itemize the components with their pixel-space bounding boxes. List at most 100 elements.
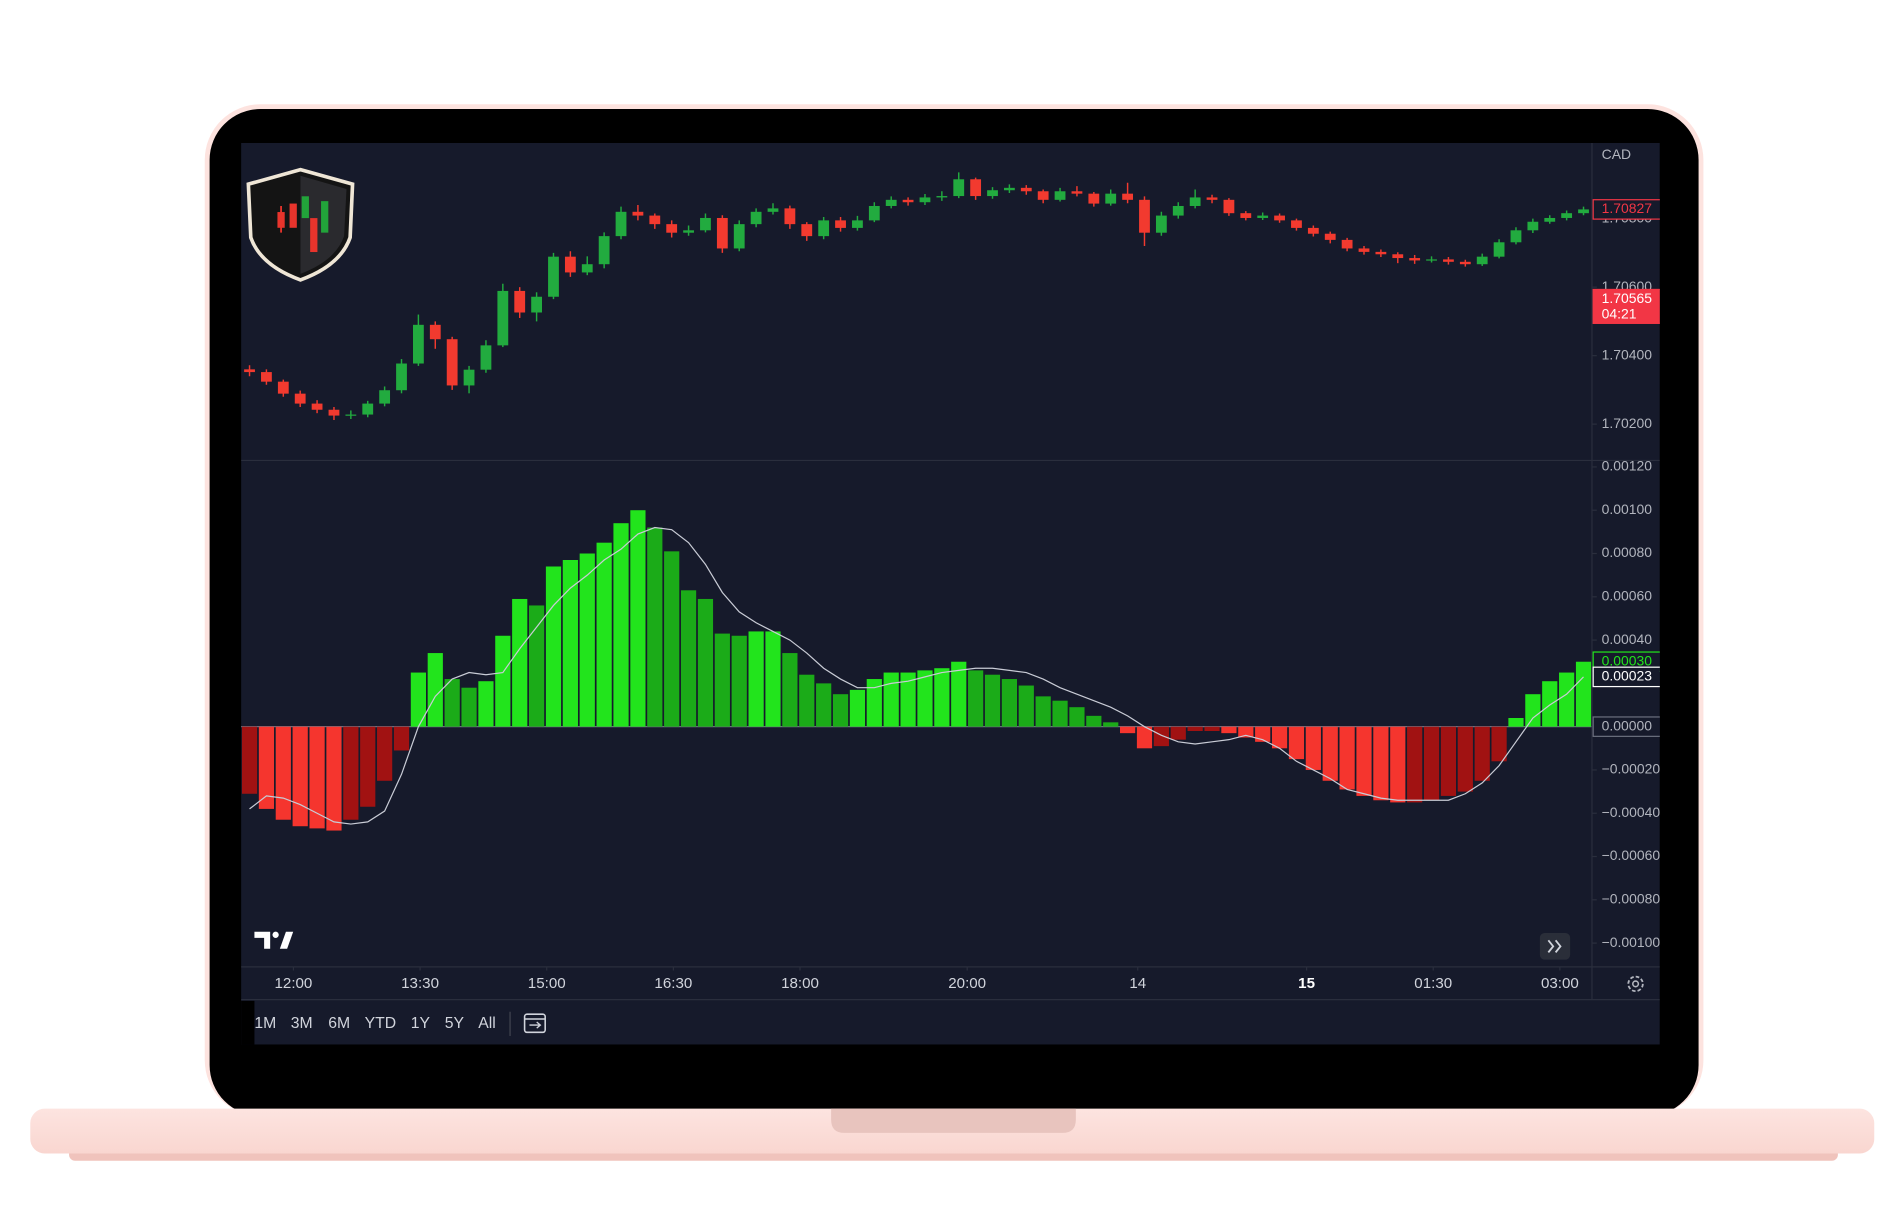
histogram-bar bbox=[461, 687, 477, 727]
histogram-bar bbox=[1508, 718, 1524, 727]
candle-body bbox=[1139, 199, 1150, 233]
histogram-bar bbox=[1103, 722, 1119, 727]
histogram-bar bbox=[1086, 715, 1102, 727]
y-tick-label: 0.00120 bbox=[1602, 458, 1653, 474]
candle-body bbox=[328, 409, 340, 416]
candle-body bbox=[649, 215, 661, 225]
candle-body bbox=[987, 190, 998, 197]
price-marker-tag-countdown: 04:21 bbox=[1602, 306, 1637, 322]
range-button[interactable]: 6M bbox=[328, 1015, 350, 1032]
candle-body bbox=[1020, 187, 1032, 192]
last-price-tag: 1.70827 bbox=[1602, 200, 1653, 216]
histogram-bar bbox=[241, 726, 258, 794]
y-tick-label: 1.70400 bbox=[1602, 346, 1653, 362]
histogram-bar bbox=[326, 726, 342, 831]
histogram-bar bbox=[680, 590, 697, 727]
candle-body bbox=[1257, 215, 1269, 218]
histogram-bar bbox=[1170, 726, 1186, 740]
x-tick-label: 14 bbox=[1129, 975, 1146, 992]
candle-body bbox=[598, 236, 610, 265]
candle-body bbox=[1459, 261, 1471, 265]
candle-body bbox=[716, 217, 728, 249]
histogram-bar bbox=[799, 674, 815, 727]
range-button[interactable]: 5Y bbox=[445, 1015, 465, 1032]
histogram-bar bbox=[545, 566, 562, 727]
candle-body bbox=[1426, 259, 1437, 261]
candle-body bbox=[970, 179, 982, 197]
histogram-bar bbox=[1271, 726, 1288, 749]
logo-candle bbox=[301, 196, 309, 219]
candle-body bbox=[412, 324, 424, 364]
histogram-bar bbox=[275, 726, 291, 820]
histogram-bar bbox=[697, 598, 714, 727]
calendar-icon-arrow[interactable] bbox=[529, 1021, 542, 1029]
settings-button[interactable] bbox=[1627, 975, 1644, 993]
candle-body bbox=[1527, 221, 1539, 231]
x-tick-label: 18:00 bbox=[781, 975, 819, 992]
go-to-date-button[interactable] bbox=[523, 1013, 546, 1034]
candle-body bbox=[1071, 191, 1083, 194]
candle-body bbox=[1307, 227, 1319, 234]
histogram-bar bbox=[900, 672, 916, 727]
candle-body bbox=[463, 369, 475, 386]
candle-body bbox=[1155, 215, 1167, 233]
x-tick-label: 20:00 bbox=[948, 975, 986, 992]
candle-body bbox=[1172, 205, 1184, 216]
y-tick-label: 0.00100 bbox=[1602, 501, 1653, 517]
range-button[interactable]: YTD bbox=[365, 1015, 396, 1032]
candle-body bbox=[1476, 256, 1488, 265]
y-tick-label: −0.00020 bbox=[1602, 761, 1661, 777]
y-tick-label: −0.00100 bbox=[1602, 934, 1661, 950]
candle-body bbox=[396, 363, 407, 391]
x-tick-label: 15 bbox=[1298, 975, 1315, 992]
gear-icon[interactable] bbox=[1627, 975, 1644, 993]
candle-body bbox=[835, 220, 846, 228]
histogram-bar bbox=[377, 726, 393, 781]
range-button[interactable]: 1Y bbox=[411, 1015, 431, 1032]
candle-body bbox=[1003, 187, 1015, 191]
candle-body bbox=[1206, 197, 1218, 200]
y-tick-label: 0.00080 bbox=[1602, 544, 1653, 560]
candle-body bbox=[615, 211, 627, 237]
histogram-bar bbox=[478, 681, 494, 727]
candle-body bbox=[1358, 248, 1370, 252]
candle-body bbox=[362, 403, 374, 415]
scroll-to-latest-button[interactable] bbox=[1539, 932, 1571, 960]
candle-body bbox=[379, 390, 391, 404]
histogram-bar bbox=[714, 633, 730, 727]
zero-tag-box bbox=[1592, 716, 1660, 737]
x-tick-label: 01:30 bbox=[1414, 975, 1452, 992]
histogram-bar bbox=[866, 679, 882, 727]
histogram-bar bbox=[849, 689, 866, 727]
histogram-bar bbox=[410, 672, 426, 727]
candle-body bbox=[683, 230, 694, 233]
tv-logo bbox=[254, 931, 294, 949]
gear-hub[interactable] bbox=[1632, 980, 1640, 988]
price-marker-tag: 1.70565 bbox=[1602, 290, 1653, 306]
range-button[interactable]: 3M bbox=[291, 1015, 313, 1032]
histogram-bar bbox=[1474, 726, 1490, 781]
candle-body bbox=[733, 224, 745, 249]
chevrons-icon[interactable] bbox=[1547, 939, 1562, 953]
candle-body bbox=[1493, 242, 1505, 257]
histogram-bar bbox=[883, 672, 899, 727]
button-background[interactable] bbox=[1539, 932, 1571, 960]
histogram-bar bbox=[816, 683, 832, 727]
candle-body bbox=[1544, 217, 1556, 222]
signal-line bbox=[249, 526, 1584, 825]
histogram-bar bbox=[1187, 726, 1203, 731]
histogram-bar bbox=[1288, 726, 1305, 760]
calendar-icon[interactable] bbox=[523, 1013, 546, 1034]
histogram-bar bbox=[258, 726, 275, 809]
y-tick-label: 1.70200 bbox=[1602, 415, 1653, 431]
x-tick-label: 15:00 bbox=[528, 975, 566, 992]
range-button[interactable]: 1M bbox=[254, 1015, 276, 1032]
histogram-bar bbox=[1339, 726, 1355, 790]
currency-label: CAD bbox=[1602, 146, 1631, 162]
base-notch bbox=[831, 1108, 1076, 1133]
histogram-bar bbox=[1457, 726, 1473, 792]
range-button[interactable]: All bbox=[478, 1015, 496, 1032]
x-tick-label: 03:00 bbox=[1541, 975, 1579, 992]
histogram-bar bbox=[562, 559, 578, 727]
